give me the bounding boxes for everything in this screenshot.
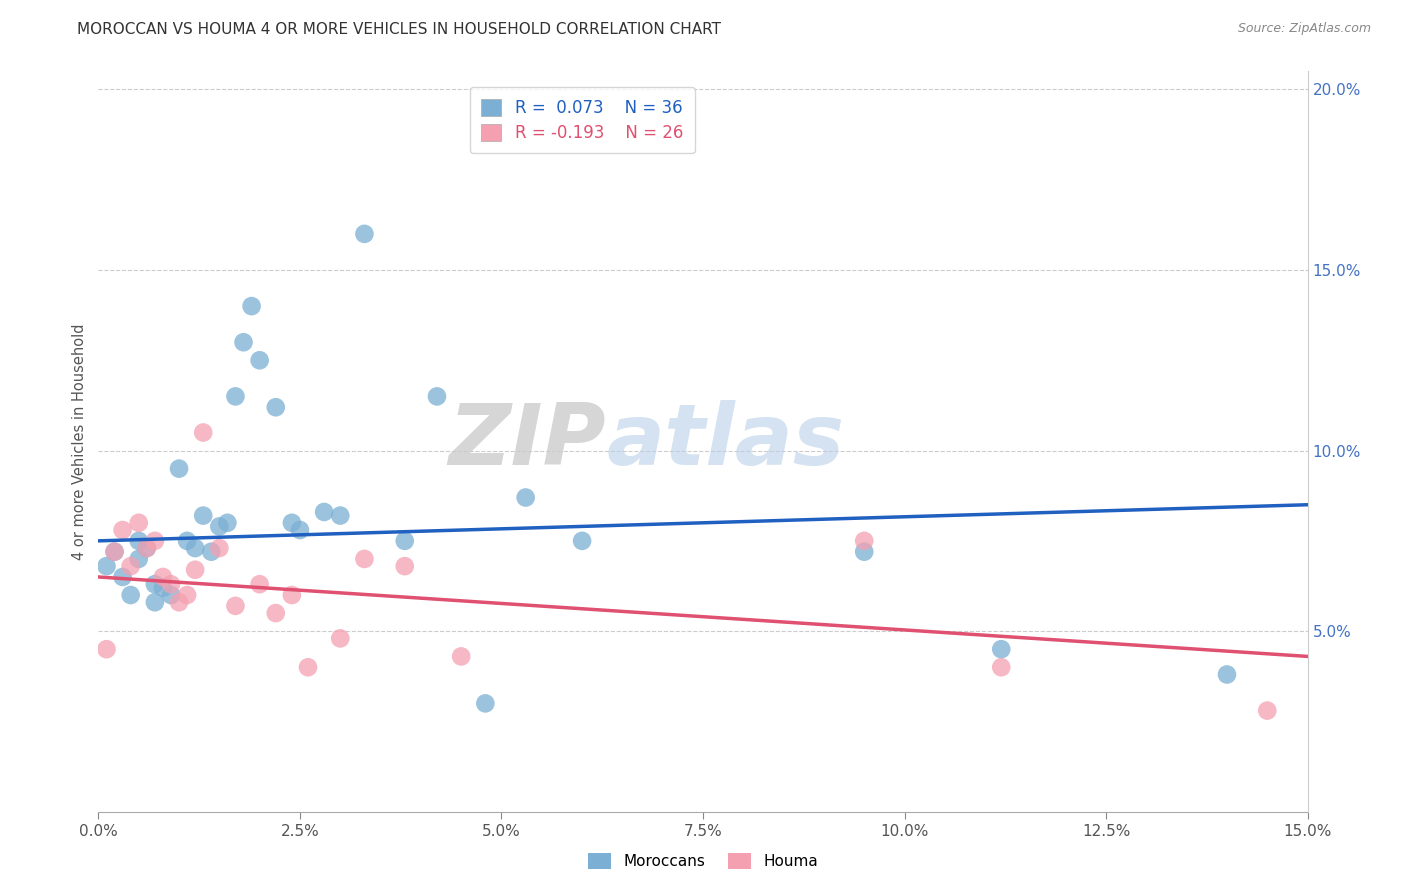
- Point: [193, 508, 215, 523]
- Point: [143, 533, 166, 548]
- Point: [120, 588, 142, 602]
- Point: [128, 533, 150, 548]
- Point: [128, 516, 150, 530]
- Point: [111, 570, 134, 584]
- Point: [249, 577, 271, 591]
- Point: [167, 461, 190, 475]
- Point: [143, 595, 166, 609]
- Point: [450, 649, 472, 664]
- Point: [224, 389, 246, 403]
- Point: [160, 588, 183, 602]
- Point: [474, 697, 496, 711]
- Point: [426, 389, 449, 403]
- Point: [353, 552, 375, 566]
- Legend: R =  0.073    N = 36, R = -0.193    N = 26: R = 0.073 N = 36, R = -0.193 N = 26: [470, 87, 695, 153]
- Point: [111, 523, 134, 537]
- Text: atlas: atlas: [606, 400, 845, 483]
- Point: [217, 516, 239, 530]
- Point: [160, 577, 183, 591]
- Point: [224, 599, 246, 613]
- Point: [120, 559, 142, 574]
- Point: [152, 581, 174, 595]
- Point: [353, 227, 375, 241]
- Point: [232, 335, 254, 350]
- Point: [96, 559, 118, 574]
- Point: [240, 299, 263, 313]
- Point: [281, 516, 304, 530]
- Point: [990, 660, 1012, 674]
- Point: [853, 533, 876, 548]
- Point: [1256, 704, 1278, 718]
- Text: MOROCCAN VS HOUMA 4 OR MORE VEHICLES IN HOUSEHOLD CORRELATION CHART: MOROCCAN VS HOUMA 4 OR MORE VEHICLES IN …: [77, 22, 721, 37]
- Point: [208, 541, 231, 555]
- Point: [329, 508, 352, 523]
- Point: [96, 642, 118, 657]
- Point: [297, 660, 319, 674]
- Point: [249, 353, 271, 368]
- Point: [200, 544, 222, 558]
- Point: [176, 588, 198, 602]
- Point: [314, 505, 336, 519]
- Point: [135, 541, 157, 555]
- Text: ZIP: ZIP: [449, 400, 606, 483]
- Point: [143, 577, 166, 591]
- Point: [1216, 667, 1239, 681]
- Point: [176, 533, 198, 548]
- Point: [103, 544, 125, 558]
- Point: [193, 425, 215, 440]
- Point: [394, 533, 416, 548]
- Point: [394, 559, 416, 574]
- Point: [103, 544, 125, 558]
- Point: [288, 523, 311, 537]
- Point: [571, 533, 593, 548]
- Point: [281, 588, 304, 602]
- Point: [990, 642, 1012, 657]
- Point: [208, 519, 231, 533]
- Point: [515, 491, 537, 505]
- Point: [128, 552, 150, 566]
- Point: [853, 544, 876, 558]
- Point: [135, 541, 157, 555]
- Point: [184, 563, 207, 577]
- Point: [167, 595, 190, 609]
- Point: [329, 632, 352, 646]
- Point: [184, 541, 207, 555]
- Point: [264, 401, 287, 415]
- Point: [264, 606, 287, 620]
- Y-axis label: 4 or more Vehicles in Household: 4 or more Vehicles in Household: [72, 323, 87, 560]
- Text: Source: ZipAtlas.com: Source: ZipAtlas.com: [1237, 22, 1371, 36]
- Point: [152, 570, 174, 584]
- Legend: Moroccans, Houma: Moroccans, Houma: [582, 847, 824, 875]
